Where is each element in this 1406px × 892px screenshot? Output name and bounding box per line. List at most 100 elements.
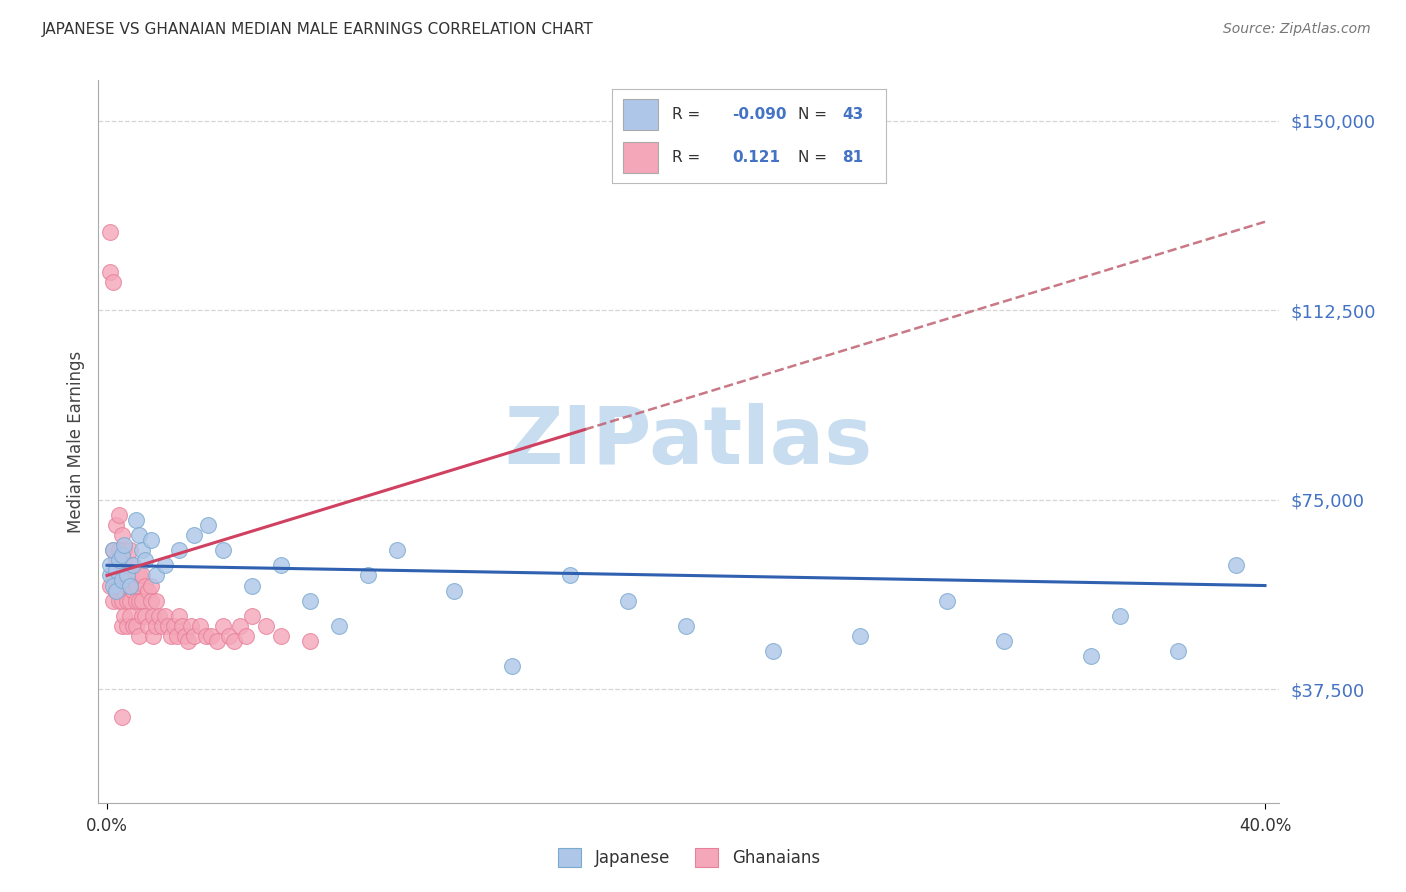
Point	[1080, 649, 1102, 664]
Point	[139, 578, 162, 592]
Point	[107, 543, 129, 558]
Point	[98, 558, 121, 573]
Point	[218, 629, 240, 643]
Point	[107, 593, 129, 607]
Point	[200, 629, 222, 643]
Point	[1225, 558, 1247, 573]
Point	[122, 558, 145, 573]
Point	[98, 225, 121, 239]
Point	[139, 593, 162, 607]
Point	[224, 634, 246, 648]
Point	[136, 619, 159, 633]
Point	[136, 583, 159, 598]
Text: 43: 43	[842, 107, 863, 122]
Point	[128, 629, 150, 643]
Point	[122, 558, 145, 573]
Point	[188, 619, 211, 633]
Point	[197, 517, 219, 532]
Point	[270, 558, 292, 573]
Point	[134, 608, 156, 623]
Point	[145, 619, 167, 633]
Point	[104, 578, 127, 592]
Text: R =: R =	[672, 150, 700, 165]
Point	[156, 619, 179, 633]
FancyBboxPatch shape	[623, 98, 658, 130]
Point	[122, 619, 145, 633]
Point	[110, 568, 132, 582]
Legend: Japanese, Ghanaians: Japanese, Ghanaians	[551, 841, 827, 874]
Point	[131, 593, 153, 607]
Point	[169, 608, 191, 623]
Point	[229, 619, 252, 633]
Point	[120, 593, 142, 607]
Point	[235, 629, 257, 643]
Point	[142, 629, 165, 643]
Point	[104, 553, 127, 567]
Point	[180, 619, 202, 633]
Point	[166, 629, 188, 643]
Point	[101, 543, 124, 558]
Point	[142, 608, 165, 623]
Point	[125, 578, 148, 592]
Point	[177, 634, 200, 648]
Point	[120, 543, 142, 558]
Point	[385, 543, 408, 558]
Point	[104, 583, 127, 598]
Point	[114, 558, 136, 573]
Point	[212, 543, 235, 558]
Text: -0.090: -0.090	[733, 107, 787, 122]
Point	[101, 543, 124, 558]
Point	[150, 619, 173, 633]
Point	[104, 563, 127, 577]
Point	[107, 553, 129, 567]
Point	[104, 583, 127, 598]
Point	[762, 644, 785, 658]
Point	[114, 543, 136, 558]
Point	[110, 619, 132, 633]
Point	[993, 634, 1015, 648]
Point	[110, 574, 132, 588]
Point	[110, 593, 132, 607]
Text: ZIPatlas: ZIPatlas	[505, 402, 873, 481]
Point	[240, 608, 263, 623]
Point	[153, 608, 176, 623]
Point	[117, 568, 139, 582]
Point	[110, 528, 132, 542]
Point	[560, 568, 582, 582]
Text: Source: ZipAtlas.com: Source: ZipAtlas.com	[1223, 22, 1371, 37]
Text: 0.121: 0.121	[733, 150, 780, 165]
Point	[501, 659, 523, 673]
Point	[212, 619, 235, 633]
Point	[110, 710, 132, 724]
Point	[254, 619, 277, 633]
Point	[935, 593, 957, 607]
Point	[114, 608, 136, 623]
Point	[1109, 608, 1132, 623]
Point	[848, 629, 870, 643]
Text: JAPANESE VS GHANAIAN MEDIAN MALE EARNINGS CORRELATION CHART: JAPANESE VS GHANAIAN MEDIAN MALE EARNING…	[42, 22, 593, 37]
Point	[169, 543, 191, 558]
Point	[205, 634, 228, 648]
Point	[117, 593, 139, 607]
Point	[131, 608, 153, 623]
Point	[443, 583, 465, 598]
Point	[128, 528, 150, 542]
Y-axis label: Median Male Earnings: Median Male Earnings	[66, 351, 84, 533]
Point	[194, 629, 217, 643]
Point	[163, 619, 186, 633]
Point	[107, 578, 129, 592]
Point	[174, 629, 197, 643]
Point	[298, 593, 321, 607]
Text: N =: N =	[799, 107, 827, 122]
Point	[107, 508, 129, 522]
Point	[145, 568, 167, 582]
Point	[131, 543, 153, 558]
Point	[298, 634, 321, 648]
Point	[134, 578, 156, 592]
Point	[114, 538, 136, 552]
Text: 81: 81	[842, 150, 863, 165]
Point	[120, 608, 142, 623]
Point	[183, 629, 205, 643]
FancyBboxPatch shape	[623, 142, 658, 173]
Point	[104, 517, 127, 532]
